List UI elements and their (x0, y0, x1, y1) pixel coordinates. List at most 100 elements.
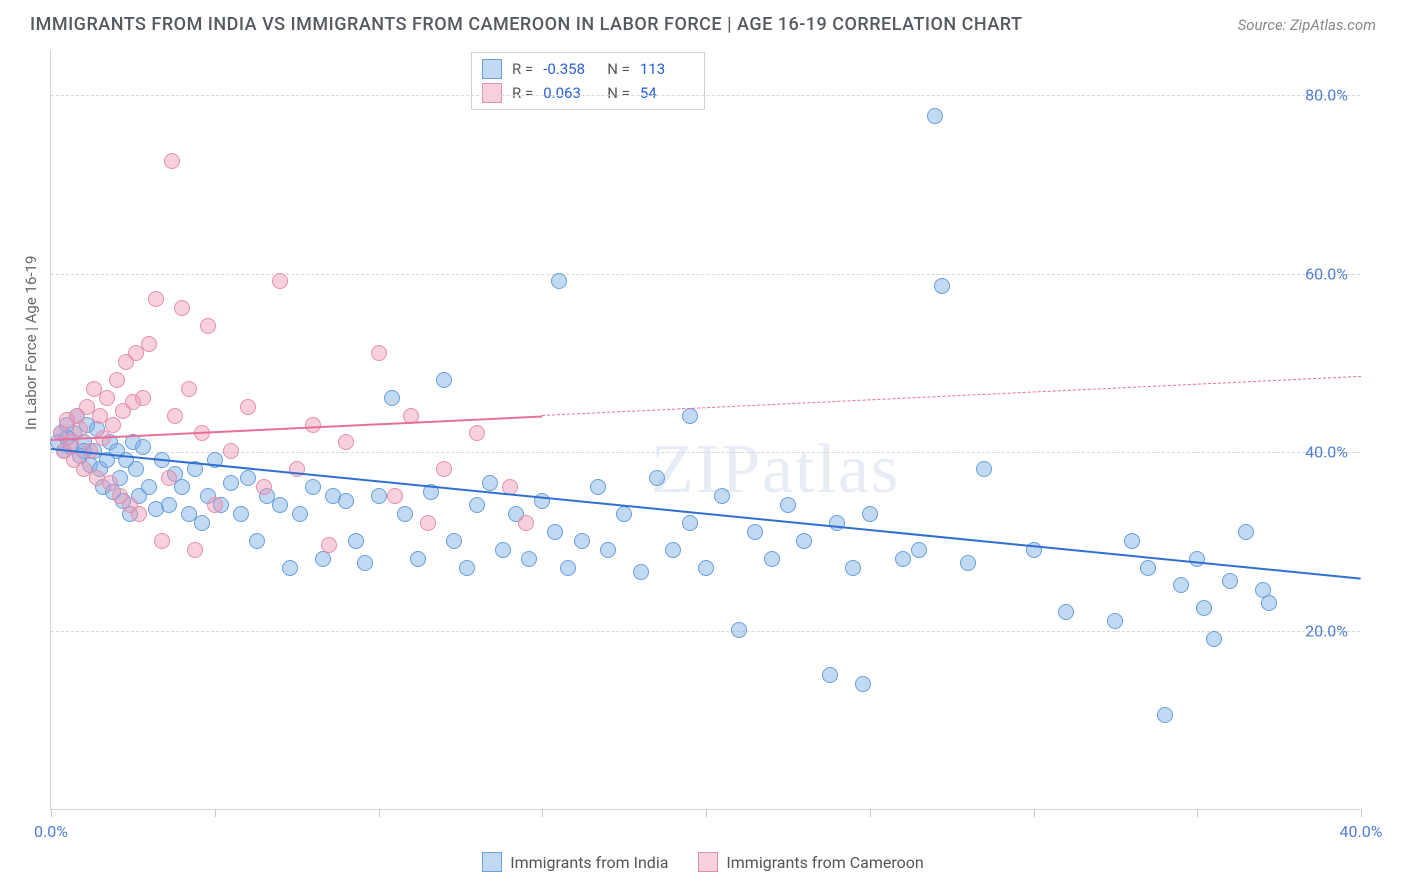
scatter-point (482, 475, 498, 491)
scatter-point (862, 506, 878, 522)
scatter-point (551, 273, 567, 289)
scatter-point (141, 336, 157, 352)
scatter-point (397, 506, 413, 522)
source-attribution: Source: ZipAtlas.com (1238, 16, 1376, 34)
x-tick (379, 809, 380, 817)
scatter-point (135, 390, 151, 406)
x-tick (542, 809, 543, 817)
scatter-point (845, 560, 861, 576)
legend-label: Immigrants from Cameroon (726, 853, 923, 872)
scatter-point (1173, 577, 1189, 593)
gridline (51, 631, 1360, 632)
y-tick-label: 40.0% (1305, 443, 1348, 462)
scatter-point (521, 551, 537, 567)
stat-r-value: 0.063 (543, 81, 597, 105)
scatter-point (371, 488, 387, 504)
scatter-point (223, 443, 239, 459)
scatter-point (338, 493, 354, 509)
y-axis-label: In Labor Force | Age 16-19 (22, 256, 40, 430)
trend-line (51, 415, 542, 440)
scatter-point (305, 417, 321, 433)
scatter-point (207, 497, 223, 513)
series-swatch (482, 59, 502, 79)
scatter-point (1261, 595, 1277, 611)
scatter-point (665, 542, 681, 558)
scatter-point (240, 399, 256, 415)
series-legend: Immigrants from India Immigrants from Cam… (0, 852, 1406, 872)
scatter-point (141, 479, 157, 495)
y-tick-label: 60.0% (1305, 264, 1348, 283)
stat-label: N = (607, 57, 630, 81)
x-tick-label: 40.0% (1340, 822, 1383, 841)
scatter-point (574, 533, 590, 549)
scatter-point (223, 475, 239, 491)
scatter-point (321, 537, 337, 553)
gridline (51, 95, 1360, 96)
scatter-point (1140, 560, 1156, 576)
legend-label: Immigrants from India (510, 853, 668, 872)
scatter-point (682, 408, 698, 424)
scatter-point (534, 493, 550, 509)
watermark: ZIPatlas (651, 430, 900, 510)
scatter-point (1238, 524, 1254, 540)
scatter-point (72, 421, 88, 437)
scatter-point (249, 533, 265, 549)
scatter-point (161, 497, 177, 513)
scatter-point (181, 381, 197, 397)
scatter-point (1058, 604, 1074, 620)
legend-item: Immigrants from India (482, 852, 668, 872)
y-tick-label: 20.0% (1305, 622, 1348, 641)
scatter-point (436, 372, 452, 388)
scatter-point (780, 497, 796, 513)
x-tick (870, 809, 871, 817)
scatter-point (187, 542, 203, 558)
scatter-point (459, 560, 475, 576)
scatter-point (109, 372, 125, 388)
stat-n-value: 54 (640, 81, 694, 105)
scatter-point (240, 470, 256, 486)
scatter-point (1196, 600, 1212, 616)
scatter-point (164, 153, 180, 169)
series-swatch (482, 83, 502, 103)
scatter-point (387, 488, 403, 504)
scatter-point (292, 506, 308, 522)
scatter-point (1157, 707, 1173, 723)
scatter-point (161, 470, 177, 486)
scatter-point (1189, 551, 1205, 567)
scatter-point (911, 542, 927, 558)
legend-item: Immigrants from Cameroon (698, 852, 923, 872)
scatter-point (167, 408, 183, 424)
scatter-point (154, 533, 170, 549)
scatter-point (272, 497, 288, 513)
scatter-point (600, 542, 616, 558)
series-swatch (482, 852, 502, 872)
scatter-point (371, 345, 387, 361)
correlation-stats-box: R =-0.358N =113R =0.063N =54 (471, 52, 705, 110)
header: IMMIGRANTS FROM INDIA VS IMMIGRANTS FROM… (0, 0, 1406, 45)
scatter-point (731, 622, 747, 638)
chart-title: IMMIGRANTS FROM INDIA VS IMMIGRANTS FROM… (30, 14, 1022, 35)
stat-r-value: -0.358 (543, 57, 597, 81)
scatter-point (148, 291, 164, 307)
scatter-point (282, 560, 298, 576)
scatter-point (796, 533, 812, 549)
scatter-point (338, 434, 354, 450)
scatter-point (256, 479, 272, 495)
x-tick (1034, 809, 1035, 817)
y-tick-label: 80.0% (1305, 85, 1348, 104)
scatter-point (272, 273, 288, 289)
scatter-point (590, 479, 606, 495)
scatter-point (1222, 573, 1238, 589)
scatter-point (976, 461, 992, 477)
scatter-point (495, 542, 511, 558)
scatter-point (698, 560, 714, 576)
scatter-point (194, 515, 210, 531)
scatter-point (174, 479, 190, 495)
scatter-point (469, 425, 485, 441)
scatter-point (446, 533, 462, 549)
scatter-point (357, 555, 373, 571)
scatter-point (633, 564, 649, 580)
scatter-point (764, 551, 780, 567)
scatter-point (829, 515, 845, 531)
x-tick (1197, 809, 1198, 817)
